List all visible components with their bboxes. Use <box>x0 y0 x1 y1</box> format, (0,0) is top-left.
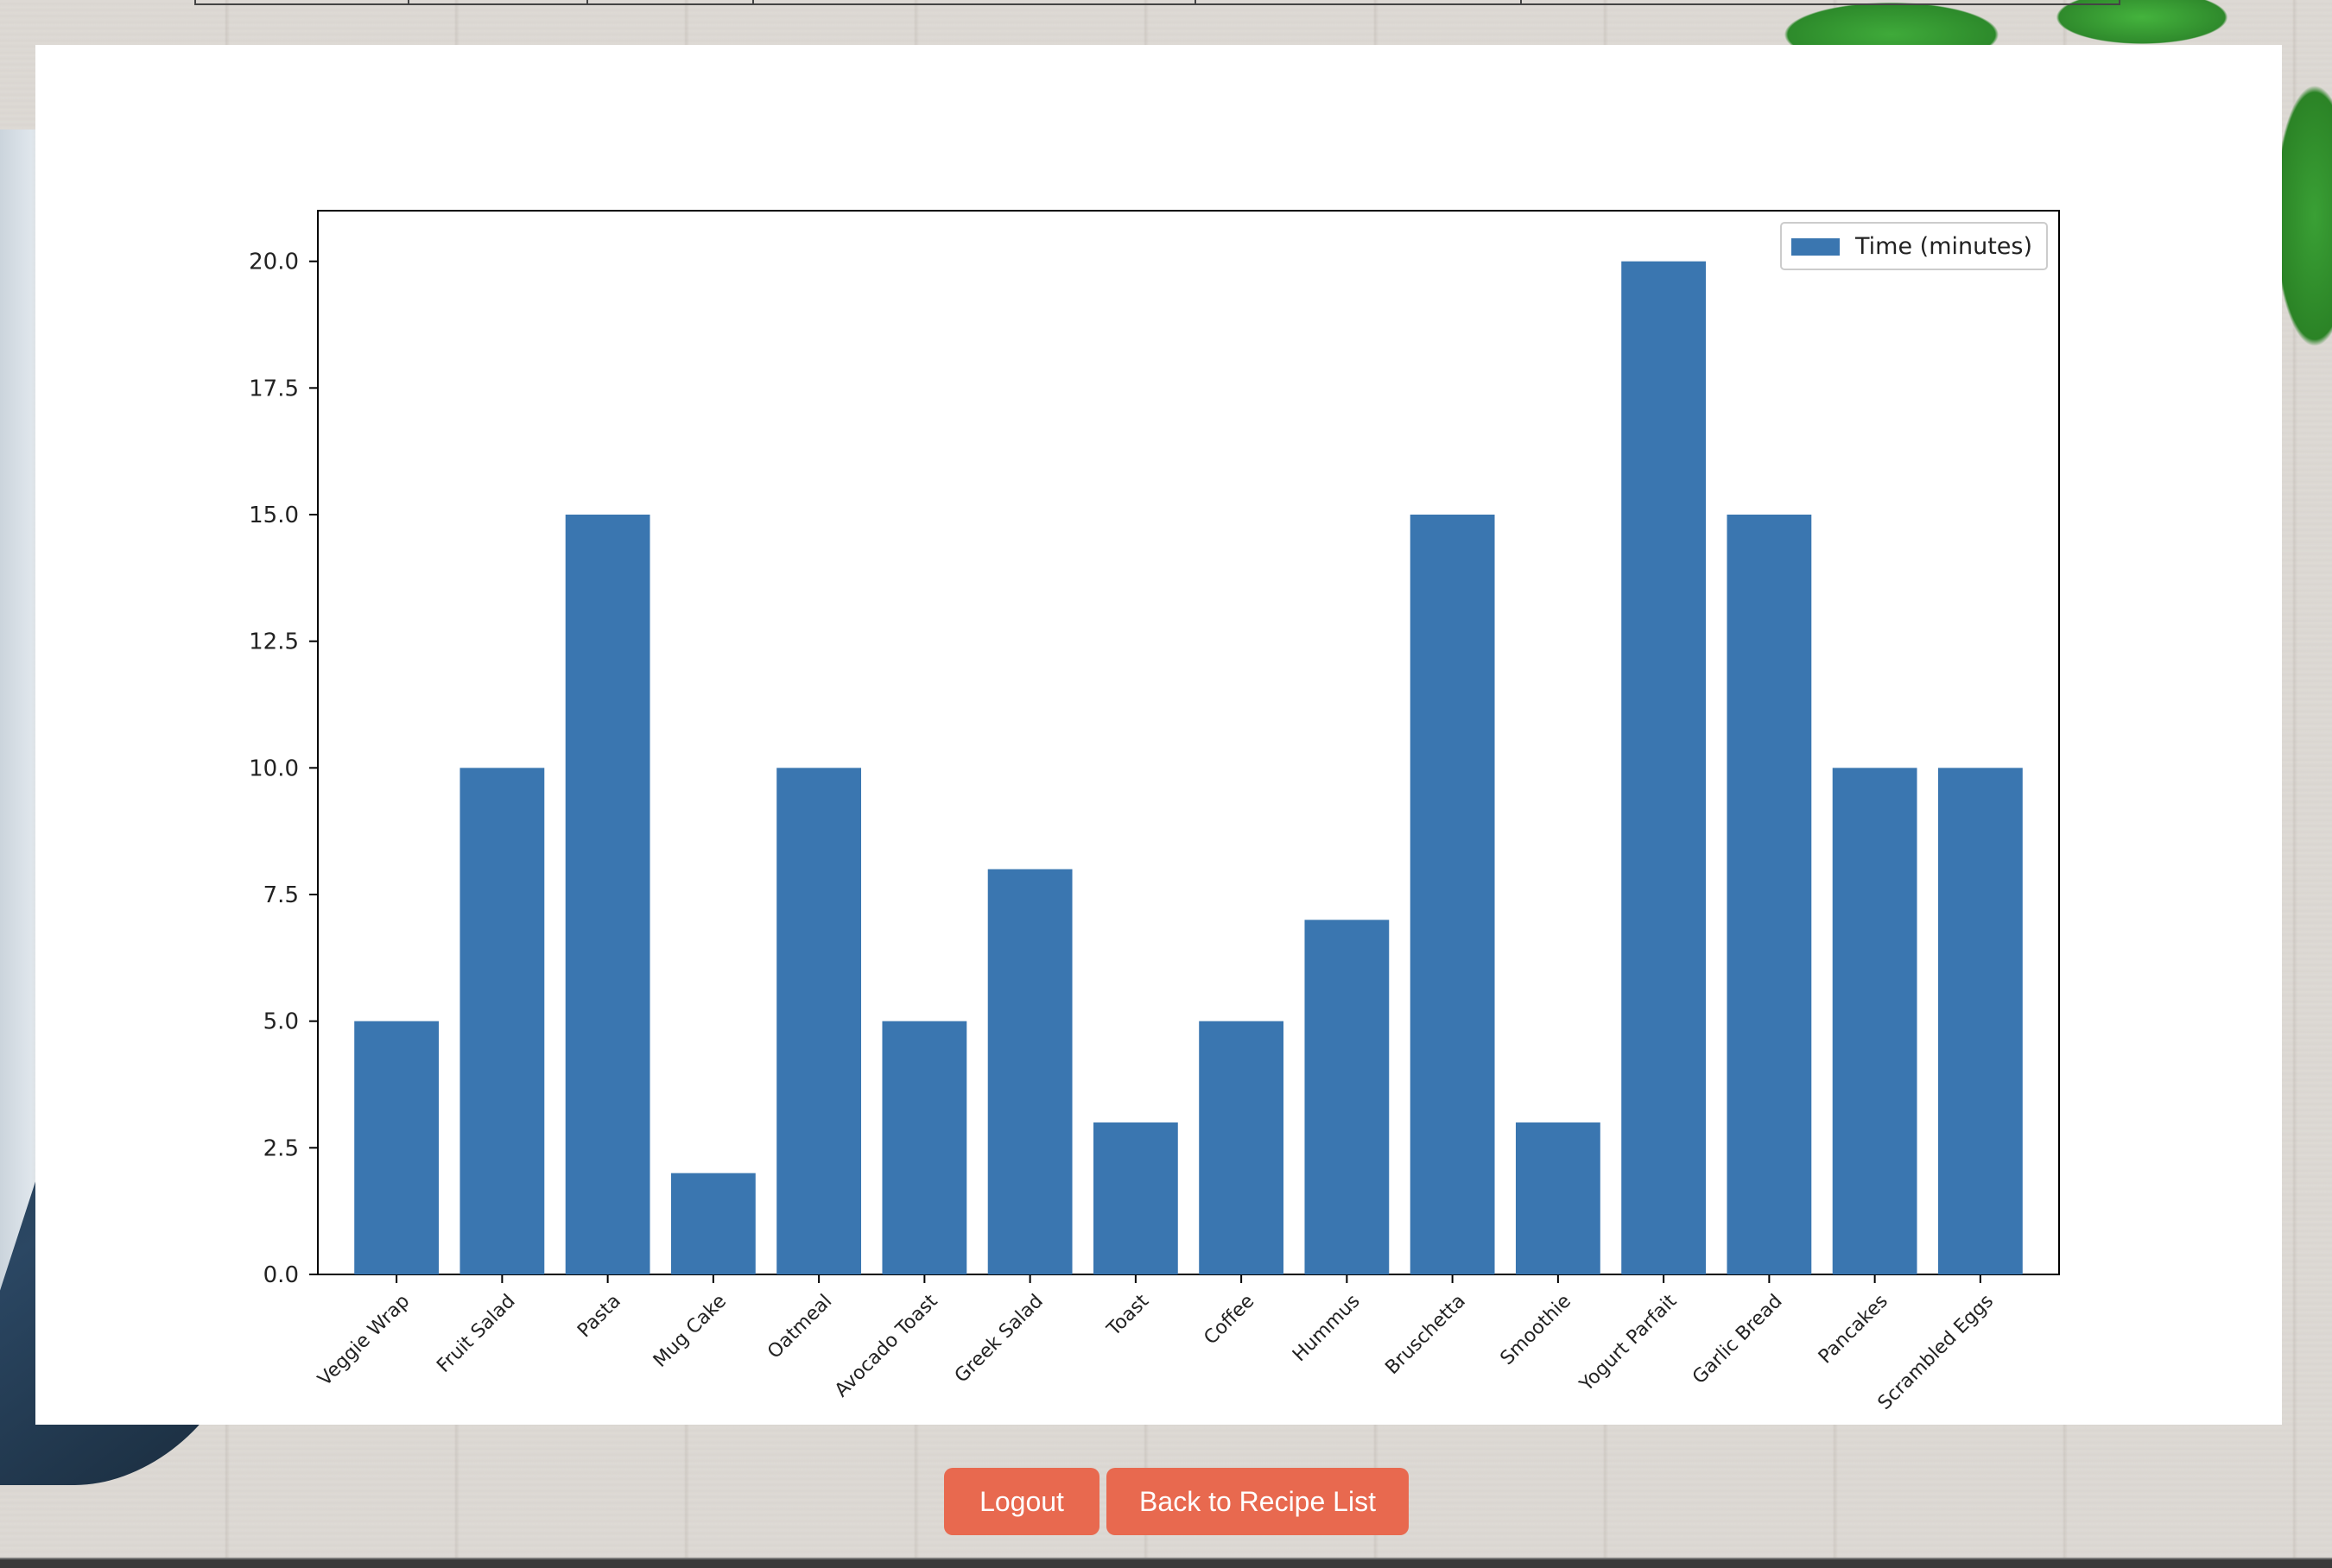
bar <box>987 869 1073 1274</box>
y-tick-label: 0.0 <box>263 1262 299 1288</box>
bar <box>882 1021 967 1274</box>
x-tick-label: Garlic Bread <box>1689 1291 1787 1389</box>
x-tick-label: Mug Cake <box>650 1291 731 1372</box>
bar <box>1832 768 1917 1274</box>
bar <box>1410 515 1495 1274</box>
y-tick-label: 10.0 <box>249 756 299 781</box>
bar <box>1515 1122 1600 1274</box>
x-tick-label: Coffee <box>1200 1291 1258 1350</box>
x-tick-label: Bruschetta <box>1381 1291 1469 1379</box>
chart-panel: 0.0 2.5 5.0 7.5 10.0 12.5 15.0 17.5 20.0 Veggie W… <box>35 45 2282 1425</box>
y-tick-label: 7.5 <box>263 882 299 908</box>
bar <box>670 1173 756 1274</box>
back-to-recipe-list-button[interactable]: Back to Recipe List <box>1106 1468 1409 1535</box>
bottom-bar <box>0 1558 2332 1568</box>
x-tick-label: Avocado Toast <box>831 1290 942 1401</box>
bar <box>354 1021 440 1274</box>
y-tick-label: 5.0 <box>263 1009 299 1035</box>
legend-label: Time (minutes) <box>1854 233 2032 260</box>
x-tick-label: Yogurt Parfait <box>1575 1290 1682 1396</box>
plot-frame <box>317 210 2060 1275</box>
y-tick-label: 20.0 <box>249 250 299 275</box>
x-tick-label: Oatmeal <box>764 1291 836 1363</box>
y-tick-label: 15.0 <box>249 503 299 528</box>
x-tick-label: Hummus <box>1289 1291 1365 1367</box>
bar <box>1727 515 1812 1274</box>
logout-button[interactable]: Logout <box>944 1468 1099 1535</box>
y-tick-label: 12.5 <box>249 629 299 655</box>
bar-chart: 0.0 2.5 5.0 7.5 10.0 12.5 15.0 17.5 20.0 Veggie W… <box>249 210 2060 1414</box>
bar <box>1304 920 1390 1274</box>
bar <box>1621 261 1707 1274</box>
bar <box>776 768 862 1274</box>
action-buttons: Logout Back to Recipe List <box>0 1468 2332 1535</box>
legend-box <box>1780 222 2048 270</box>
bar <box>1093 1122 1178 1274</box>
x-tick-label: Greek Salad <box>951 1291 1048 1388</box>
y-tick-label: 2.5 <box>263 1135 299 1161</box>
x-tick-label: Smoothie <box>1497 1291 1576 1370</box>
bar <box>1937 768 2023 1274</box>
x-tick-label: Fruit Salad <box>433 1291 519 1377</box>
legend-swatch <box>1791 238 1840 256</box>
x-tick-label: Pancakes <box>1815 1291 1892 1369</box>
x-tick-label: Toast <box>1103 1290 1154 1341</box>
x-tick-label: Scrambled Eggs <box>1874 1291 1998 1414</box>
bar <box>565 515 650 1274</box>
bar <box>459 768 545 1274</box>
x-tick-label: Pasta <box>573 1291 625 1343</box>
y-tick-label: 17.5 <box>249 376 299 401</box>
x-tick-label: Veggie Wrap <box>314 1291 415 1391</box>
recipe-table-edge <box>194 0 2120 5</box>
bar <box>1199 1021 1284 1274</box>
